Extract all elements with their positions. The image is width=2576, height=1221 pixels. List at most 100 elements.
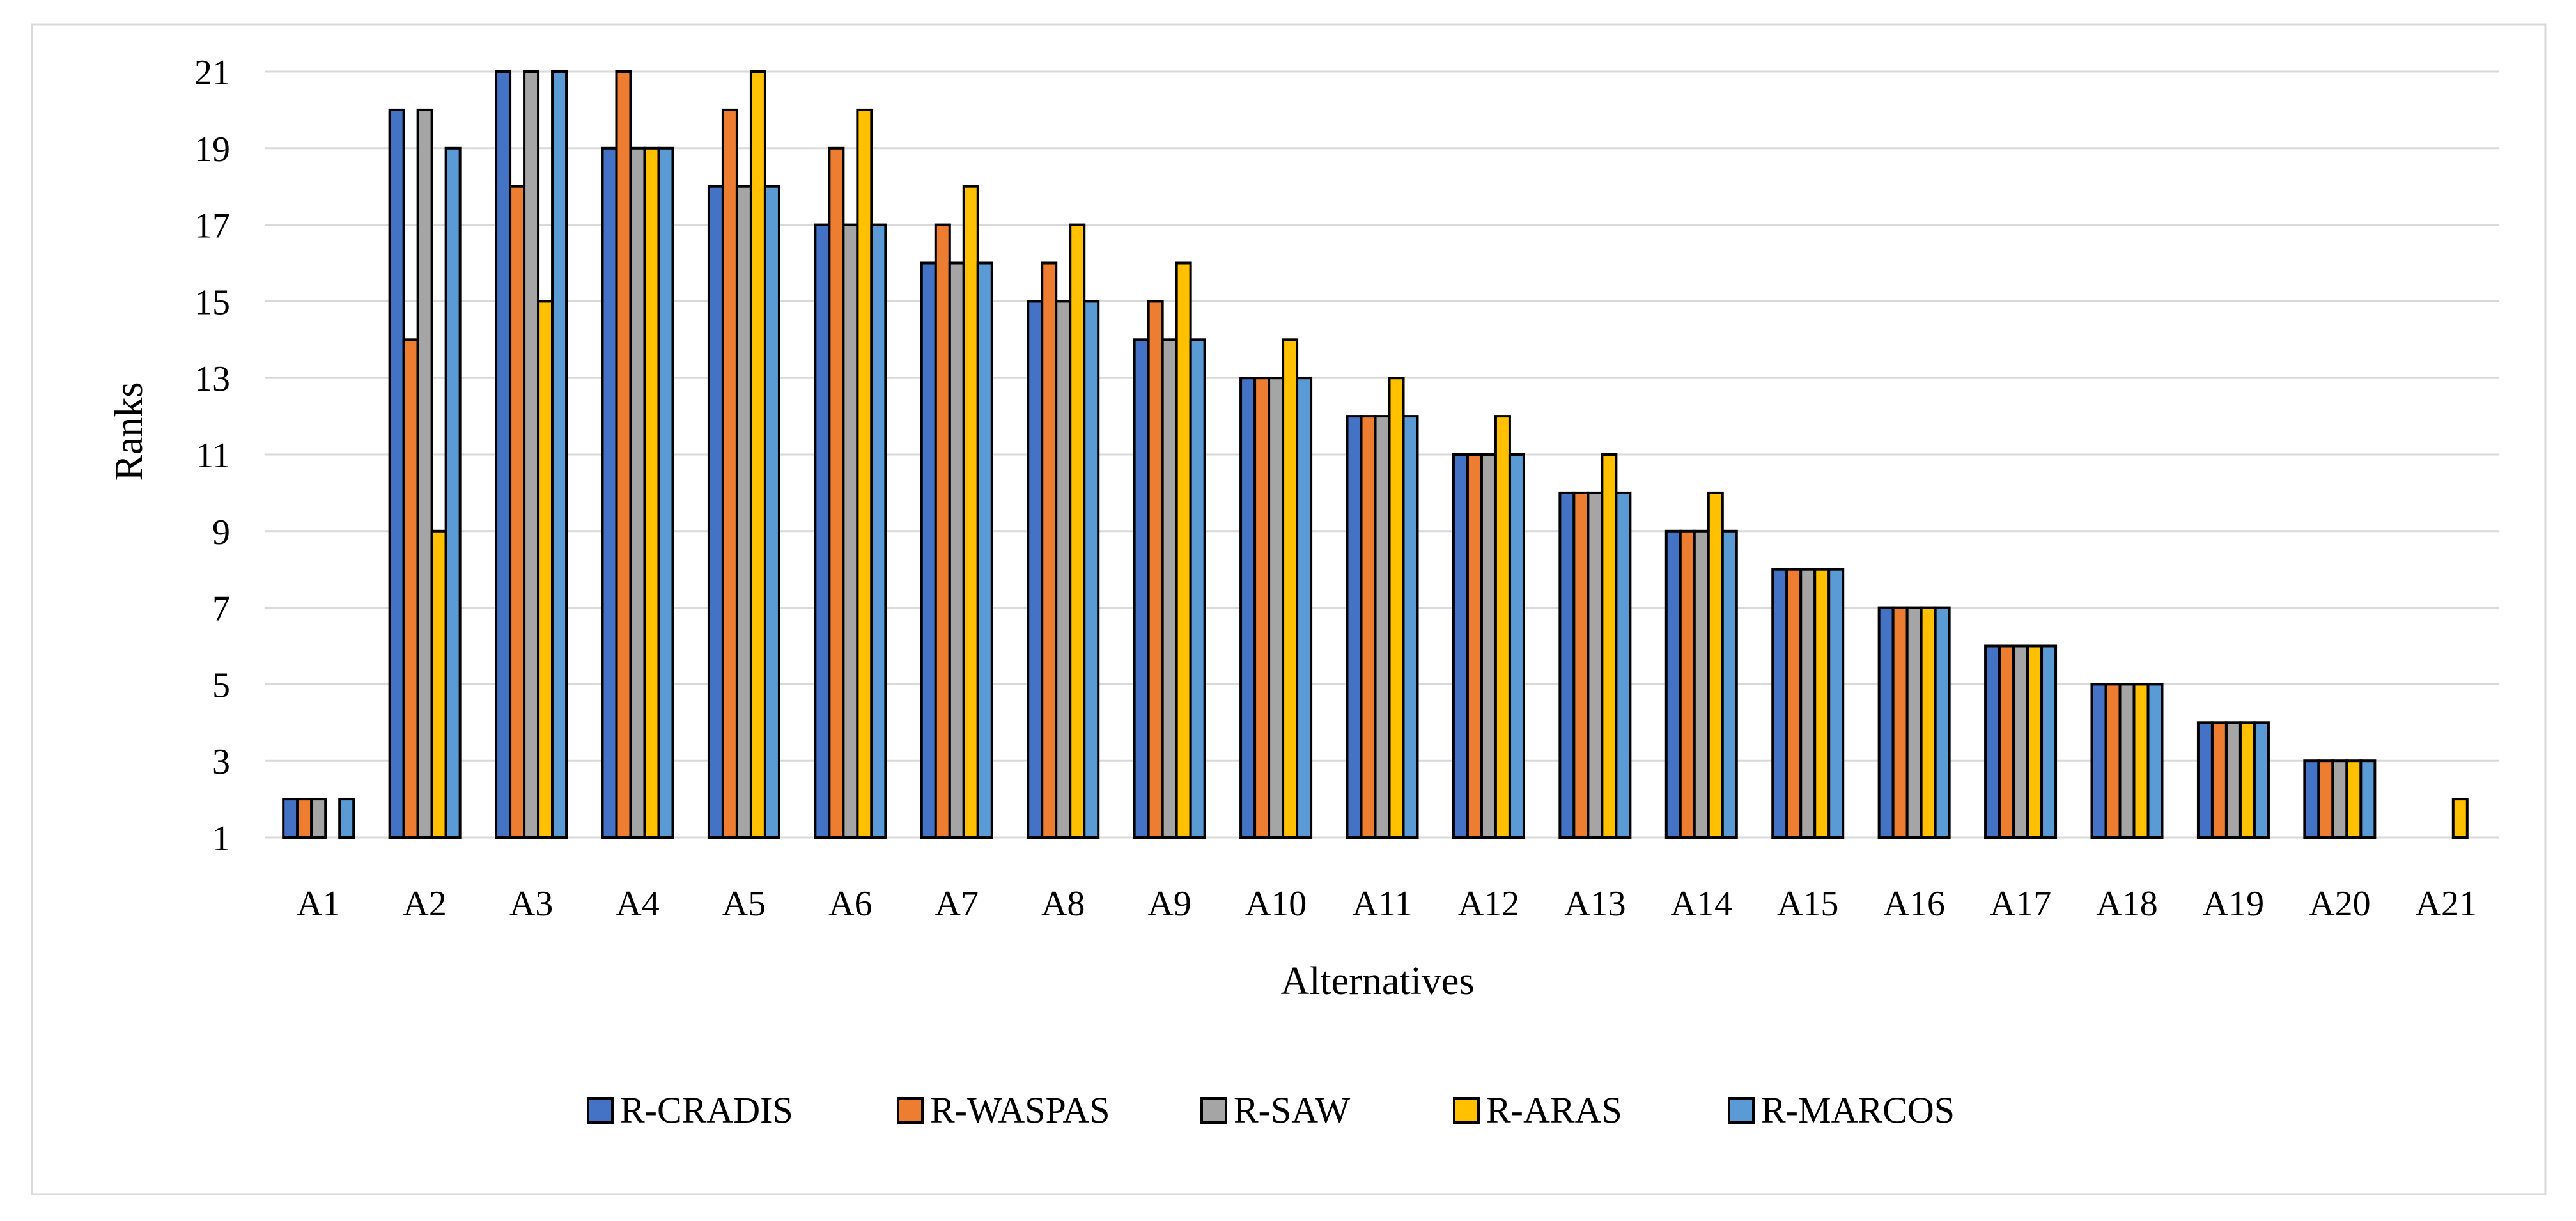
- legend-label-r-waspas: R-WASPAS: [930, 1089, 1110, 1131]
- bar-r-saw-a13: [1587, 491, 1604, 839]
- bar-r-aras-a19: [2238, 721, 2256, 839]
- bar-r-waspas-a1: [296, 798, 313, 839]
- bar-r-waspas-a5: [721, 108, 738, 839]
- bar-r-saw-a15: [1799, 568, 1817, 839]
- y-tick-label: 9: [212, 513, 230, 552]
- bar-r-cradis-a7: [920, 261, 937, 839]
- x-tick-label: A20: [2309, 884, 2370, 924]
- y-tick-label: 7: [212, 589, 230, 629]
- bar-r-saw-a11: [1374, 415, 1391, 839]
- bar-r-cradis-a10: [1239, 377, 1257, 839]
- y-tick-label: 19: [194, 130, 230, 169]
- legend-label-r-saw: R-SAW: [1234, 1089, 1350, 1131]
- bar-r-aras-a12: [1494, 415, 1511, 839]
- bar-r-cradis-a6: [814, 223, 831, 839]
- y-axis-label: Ranks: [107, 382, 151, 481]
- bar-r-waspas-a10: [1253, 377, 1271, 839]
- x-tick-label: A12: [1458, 884, 1519, 924]
- bar-r-waspas-a20: [2317, 759, 2334, 839]
- bar-r-waspas-a19: [2210, 721, 2228, 839]
- bar-r-waspas-a4: [615, 70, 632, 839]
- bar-r-cradis-a9: [1133, 338, 1150, 839]
- legend-swatch-r-saw: [1200, 1097, 1227, 1124]
- y-tick-label: 17: [194, 206, 230, 246]
- bar-r-saw-a1: [310, 798, 327, 839]
- bar-r-waspas-a16: [1891, 606, 1909, 839]
- bar-r-waspas-a6: [828, 146, 845, 839]
- bar-r-cradis-a13: [1558, 491, 1576, 839]
- x-tick-label: A9: [1147, 884, 1191, 924]
- bar-r-aras-a21: [2451, 798, 2469, 839]
- bar-r-aras-a2: [430, 529, 447, 839]
- bar-r-waspas-a3: [509, 185, 526, 839]
- y-tick-label: 13: [194, 359, 230, 399]
- bar-r-marcos-a15: [1827, 568, 1845, 839]
- bar-r-aras-a18: [2132, 683, 2150, 839]
- bar-r-saw-a7: [948, 261, 965, 839]
- bar-r-marcos-a18: [2146, 683, 2164, 839]
- bar-r-aras-a11: [1388, 377, 1405, 839]
- bar-r-saw-a16: [1905, 606, 1923, 839]
- bar-r-aras-a4: [643, 146, 660, 839]
- bar-r-aras-a10: [1282, 338, 1299, 839]
- bar-r-saw-a12: [1480, 453, 1497, 839]
- x-tick-label: A3: [509, 884, 553, 924]
- x-tick-label: A8: [1041, 884, 1085, 924]
- bar-r-aras-a13: [1601, 453, 1618, 839]
- bar-r-saw-a17: [2012, 644, 2029, 839]
- bar-r-cradis-a11: [1346, 415, 1363, 839]
- bar-r-waspas-a12: [1466, 453, 1483, 839]
- bar-r-saw-a5: [735, 185, 752, 839]
- bar-r-saw-a10: [1268, 377, 1285, 839]
- bar-r-saw-a18: [2118, 683, 2136, 839]
- legend-label-r-aras: R-ARAS: [1486, 1089, 1622, 1131]
- x-tick-label: A21: [2416, 884, 2477, 924]
- bar-r-waspas-a9: [1147, 300, 1164, 839]
- x-tick-label: A17: [1990, 884, 2051, 924]
- bar-r-waspas-a17: [1998, 644, 2015, 839]
- bars: [282, 70, 2469, 839]
- bar-r-saw-a8: [1055, 300, 1072, 839]
- bar-r-marcos-a8: [1083, 300, 1100, 839]
- x-tick-label: A19: [2203, 884, 2264, 924]
- bar-r-cradis-a19: [2196, 721, 2214, 839]
- bar-r-waspas-a18: [2104, 683, 2122, 839]
- bar-r-marcos-a3: [551, 70, 568, 839]
- legend-label-r-marcos: R-MARCOS: [1761, 1089, 1955, 1131]
- bar-r-marcos-a14: [1721, 529, 1738, 839]
- bar-r-cradis-a17: [1984, 644, 2001, 839]
- bar-r-marcos-a19: [2253, 721, 2270, 839]
- legend-label-r-cradis: R-CRADIS: [620, 1089, 793, 1131]
- bar-r-cradis-a4: [601, 146, 618, 839]
- bar-r-marcos-a6: [870, 223, 887, 839]
- legend-swatch-r-marcos: [1728, 1097, 1755, 1124]
- bar-r-cradis-a1: [282, 798, 299, 839]
- bar-r-cradis-a5: [707, 185, 724, 839]
- y-tick-label: 1: [212, 819, 230, 859]
- bar-r-waspas-a8: [1041, 261, 1058, 839]
- x-tick-label: A16: [1883, 884, 1944, 924]
- x-tick-label: A10: [1245, 884, 1307, 924]
- bar-r-marcos-a11: [1402, 415, 1419, 839]
- bar-r-aras-a17: [2026, 644, 2044, 839]
- bar-r-saw-a6: [842, 223, 859, 839]
- x-axis-label: Alternatives: [1280, 960, 1474, 1003]
- bar-r-cradis-a14: [1664, 529, 1682, 839]
- bar-r-cradis-a15: [1771, 568, 1788, 839]
- bar-r-saw-a2: [416, 108, 433, 839]
- bar-r-saw-a19: [2224, 721, 2242, 839]
- legend-swatch-r-waspas: [897, 1097, 924, 1124]
- bar-r-saw-a14: [1693, 529, 1710, 839]
- legend: R-CRADIS R-WASPAS R-SAW R-ARAS R-MARCOS: [587, 1089, 1955, 1131]
- y-tick-label: 15: [194, 283, 230, 322]
- bar-r-aras-a16: [1920, 606, 1937, 839]
- bar-r-aras-a9: [1175, 261, 1192, 839]
- bar-r-marcos-a5: [763, 185, 780, 839]
- bar-r-aras-a20: [2345, 759, 2363, 839]
- bar-r-waspas-a7: [934, 223, 951, 839]
- bar-r-cradis-a2: [388, 108, 405, 839]
- y-tick-label: 21: [194, 53, 230, 93]
